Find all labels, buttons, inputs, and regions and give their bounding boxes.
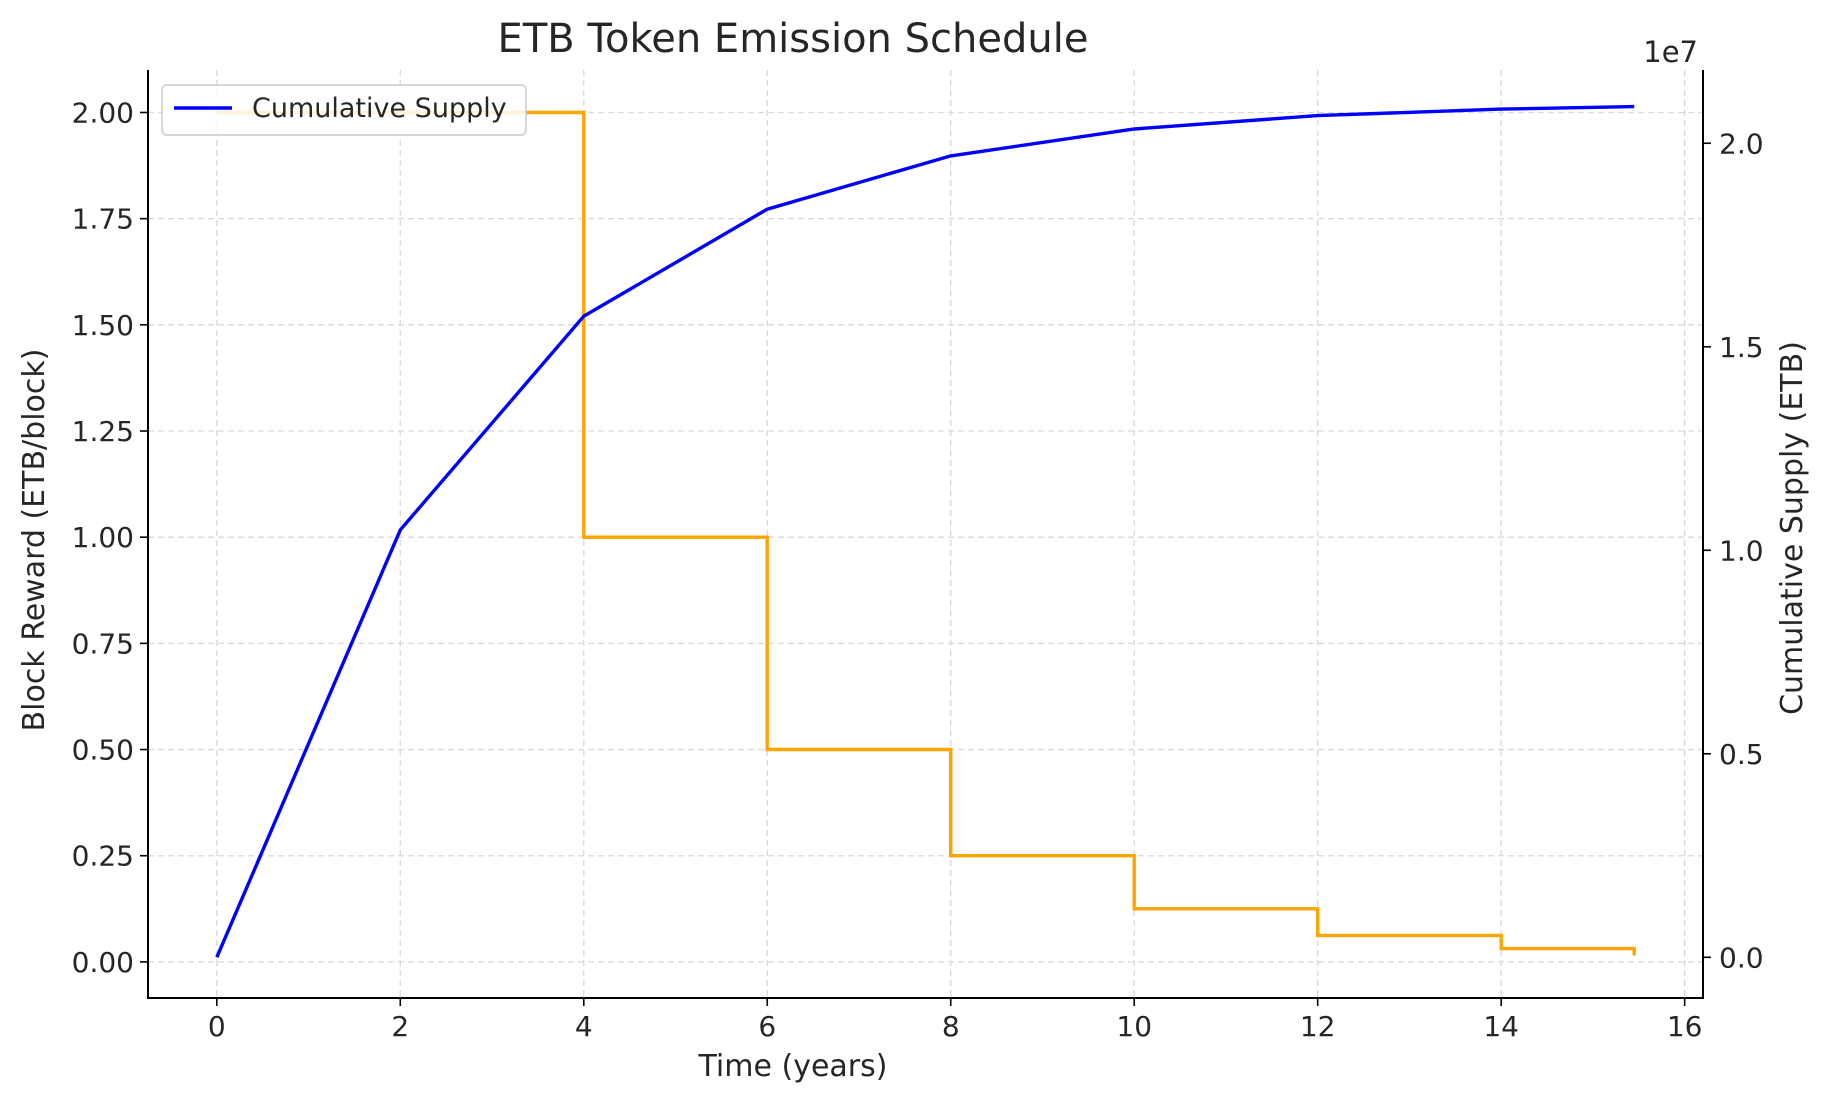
x-tick-label: 2 <box>391 1010 409 1043</box>
y-tick-label: 0.00 <box>72 946 134 979</box>
series-line-cumulative-supply <box>215 104 1635 958</box>
chart-title: ETB Token Emission Schedule <box>498 16 1089 62</box>
series-layer <box>215 104 1636 958</box>
x-tick-label: 14 <box>1483 1010 1519 1043</box>
grid-layer <box>148 70 1703 998</box>
y2-tick-label: 1.5 <box>1719 331 1764 364</box>
y-tick-label: 0.25 <box>72 840 134 873</box>
y2-tick-label: 0.0 <box>1719 941 1764 974</box>
y-tick-label: 1.25 <box>72 415 134 448</box>
y-tick-label: 1.50 <box>72 309 134 342</box>
y-tick-label: 1.75 <box>72 203 134 236</box>
x-axis-label: Time (years) <box>698 1049 888 1084</box>
x-tick-label: 16 <box>1667 1010 1703 1043</box>
y-tick-label: 0.75 <box>72 627 134 660</box>
y-tick-label: 0.50 <box>72 734 134 767</box>
legend-box <box>161 84 527 136</box>
y-tick-label: 1.00 <box>72 521 134 554</box>
y2-tick-label: 2.0 <box>1719 127 1764 160</box>
x-tick-label: 8 <box>942 1010 960 1043</box>
axis-layer: 0 2 4 6 8 10 12 14 16 0.00 0.25 0.50 0.75 1.00 1.25 1.5… <box>72 70 1764 1043</box>
y-tick-label: 2.00 <box>72 96 134 129</box>
axis-spines <box>147 70 1704 999</box>
y2-tick-label: 1.0 <box>1719 534 1764 567</box>
y2-offset-label: 1e7 <box>1643 35 1698 69</box>
x-tick-label: 6 <box>758 1010 776 1043</box>
series-line-block-reward <box>216 110 1636 956</box>
legend-label-cumulative-supply: Cumulative Supply <box>252 93 507 124</box>
y2-axis-label: Cumulative Supply (ETB) <box>1775 341 1810 715</box>
x-tick-label: 4 <box>575 1010 593 1043</box>
legend: Cumulative Supply <box>161 84 527 136</box>
y2-tick-label: 0.5 <box>1719 738 1764 771</box>
y-axis-label: Block Reward (ETB/block) <box>17 349 52 732</box>
x-tick-label: 12 <box>1300 1010 1336 1043</box>
x-tick-label: 10 <box>1116 1010 1152 1043</box>
x-tick-label: 0 <box>208 1010 226 1043</box>
